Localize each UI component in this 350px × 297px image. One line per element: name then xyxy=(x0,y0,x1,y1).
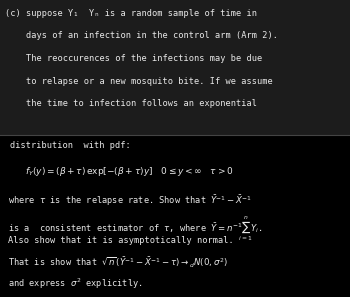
Text: That is show that $\sqrt{n}\,(\bar{Y}^{-1}-\bar{X}^{-1}-\tau)\rightarrow_d N(0,\: That is show that $\sqrt{n}\,(\bar{Y}^{-… xyxy=(8,256,228,270)
Text: to relapse or a new mosquito bite. If we assume: to relapse or a new mosquito bite. If we… xyxy=(5,77,273,86)
Bar xyxy=(0,0,350,135)
Text: Also show that it is asymptotically normal.: Also show that it is asymptotically norm… xyxy=(8,236,234,245)
Text: where $\tau$ is the relapse rate. Show that $\bar{Y}^{-1}-\bar{X}^{-1}$: where $\tau$ is the relapse rate. Show t… xyxy=(8,193,252,208)
Text: is a  consistent estimator of $\tau$, where $\bar{Y}=n^{-1}\!\!\sum_{i=1}^{n}\!Y: is a consistent estimator of $\tau$, whe… xyxy=(8,214,262,243)
Text: and express $\sigma^2$ explicitly.: and express $\sigma^2$ explicitly. xyxy=(8,276,142,290)
Text: (c) suppose Y₁  Yₙ is a random sample of time in: (c) suppose Y₁ Yₙ is a random sample of … xyxy=(5,9,257,18)
Text: days of an infection in the control arm (Arm 2).: days of an infection in the control arm … xyxy=(5,31,278,40)
Text: distribution  with pdf:: distribution with pdf: xyxy=(10,141,131,150)
Text: the time to infection follows an exponential: the time to infection follows an exponen… xyxy=(5,99,257,108)
Text: The reoccurences of the infections may be due: The reoccurences of the infections may b… xyxy=(5,54,262,63)
Text: $f_Y(y)=(\beta+\tau)\,\exp[-(\beta+\tau)y]$   $0{\leq}y{<}\infty$   $\tau{>}0$: $f_Y(y)=(\beta+\tau)\,\exp[-(\beta+\tau)… xyxy=(25,165,233,178)
